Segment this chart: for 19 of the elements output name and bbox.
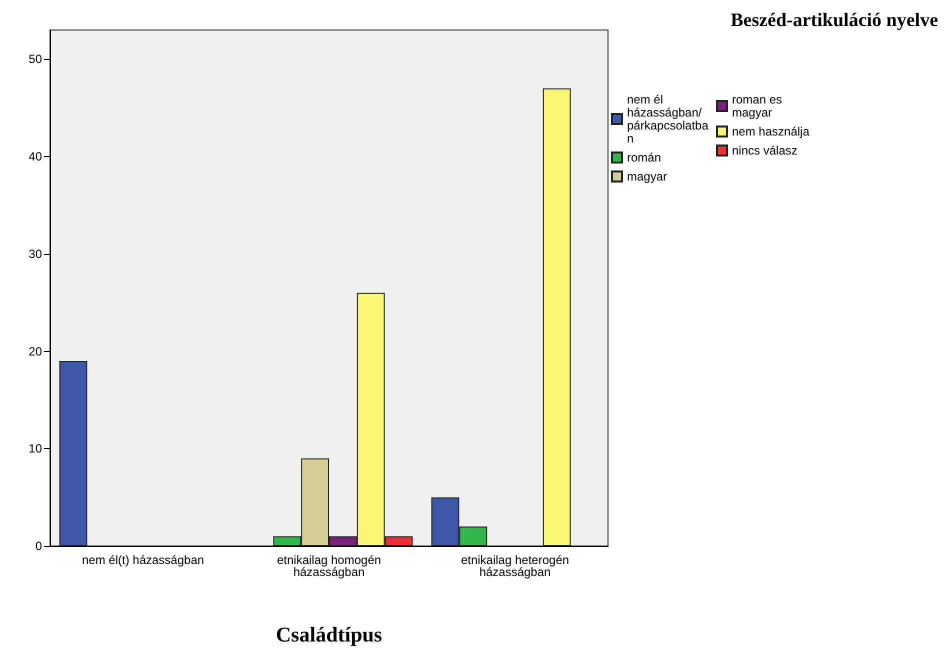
bar (59, 361, 88, 546)
x-tick-label: nem él(t) házasságban (82, 553, 204, 567)
y-tick-label: 50 (28, 52, 42, 66)
bar (542, 88, 571, 546)
legend-label: nincs válasz (732, 144, 798, 158)
x-tick-label: etnikailag homogén házasságban (276, 553, 382, 579)
x-tick-label: etnikailag heterogén házasságban (460, 553, 570, 579)
y-tick-label: 30 (28, 246, 42, 261)
legend-label: nem használja (732, 124, 810, 138)
legend-label: magyar (627, 170, 668, 184)
y-tick-label: 40 (28, 150, 42, 164)
y-tick-label: 10 (28, 442, 42, 456)
legend-label: nem él házasságban/párkapcsolatban (627, 92, 709, 146)
y-tick-label: 20 (28, 344, 42, 358)
legend-label: roman es magyar (732, 92, 786, 120)
y-tick-label: 0 (35, 539, 42, 553)
legend-title: Beszéd-artikuláció nyelve (730, 10, 938, 31)
legend-label: román (627, 150, 662, 164)
x-axis-title: Családtípus (276, 622, 382, 646)
